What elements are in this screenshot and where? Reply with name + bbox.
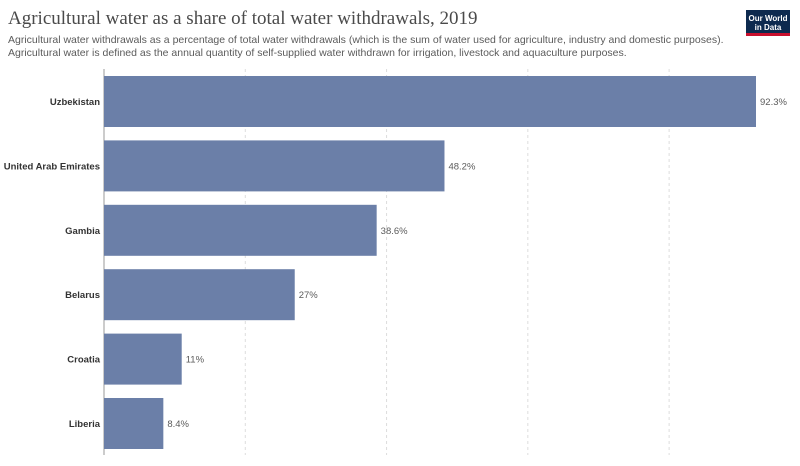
value-label: 27%: [299, 290, 319, 301]
value-label: 11%: [186, 355, 205, 366]
category-label: Uzbekistan: [50, 97, 100, 108]
value-label: 8.4%: [167, 419, 189, 430]
bar-liberia[interactable]: [104, 398, 164, 449]
value-label: 92.3%: [760, 97, 787, 108]
category-label: Gambia: [65, 226, 101, 237]
logo-line-2: in Data: [754, 23, 782, 32]
bar-united-arab-emirates[interactable]: [104, 140, 445, 192]
category-label: United Arab Emirates: [4, 161, 100, 172]
chart-subtitle: Agricultural water withdrawals as a perc…: [8, 34, 724, 59]
bar-belarus[interactable]: [104, 269, 295, 321]
bar-croatia[interactable]: [104, 333, 182, 385]
category-label: Liberia: [69, 419, 101, 430]
chart-title: Agricultural water as a share of total w…: [8, 8, 478, 29]
bar-gambia[interactable]: [104, 204, 377, 256]
category-label: Croatia: [67, 355, 100, 366]
category-label: Belarus: [65, 290, 100, 301]
value-label: 38.6%: [381, 226, 408, 237]
logo-line-1: Our World: [748, 14, 788, 23]
bar-uzbekistan[interactable]: [104, 76, 756, 127]
owid-logo[interactable]: Our World in Data: [746, 10, 790, 36]
value-label: 48.2%: [448, 161, 475, 172]
